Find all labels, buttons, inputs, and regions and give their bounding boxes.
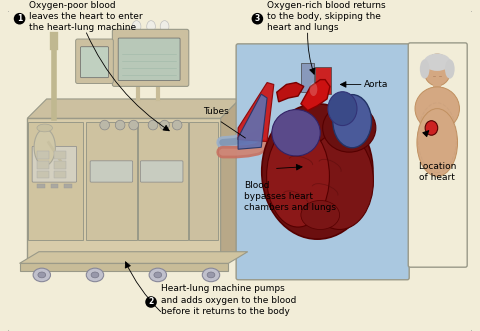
Ellipse shape: [424, 54, 451, 86]
Ellipse shape: [207, 272, 215, 278]
FancyBboxPatch shape: [112, 29, 189, 86]
Bar: [301, 63, 314, 92]
Ellipse shape: [38, 272, 46, 278]
Ellipse shape: [333, 95, 372, 148]
Ellipse shape: [445, 59, 455, 79]
Bar: [37, 184, 45, 188]
Text: Oxygen-poor blood
leaves the heart to enter
the heart-lung machine: Oxygen-poor blood leaves the heart to en…: [29, 1, 143, 32]
Ellipse shape: [160, 21, 169, 32]
Text: Heart-lung machine pumps
and adds oxygen to the blood
before it returns to the b: Heart-lung machine pumps and adds oxygen…: [161, 284, 296, 316]
FancyBboxPatch shape: [90, 161, 132, 182]
Text: Location
of heart: Location of heart: [418, 162, 456, 182]
Ellipse shape: [420, 59, 430, 79]
Text: Blood
bypasses heart
chambers and lungs: Blood bypasses heart chambers and lungs: [244, 181, 336, 213]
Ellipse shape: [301, 201, 339, 229]
Ellipse shape: [306, 133, 373, 229]
FancyBboxPatch shape: [236, 44, 409, 280]
Ellipse shape: [34, 129, 55, 166]
Ellipse shape: [37, 124, 52, 132]
Ellipse shape: [147, 21, 156, 32]
FancyBboxPatch shape: [76, 39, 113, 83]
Ellipse shape: [425, 121, 438, 135]
FancyBboxPatch shape: [81, 47, 108, 78]
Bar: [37, 170, 48, 178]
Ellipse shape: [149, 268, 167, 282]
Circle shape: [252, 13, 263, 24]
Bar: [315, 67, 331, 94]
Text: Tubes: Tubes: [203, 107, 228, 117]
Text: Aorta: Aorta: [364, 80, 388, 89]
Bar: [37, 151, 48, 159]
Bar: [50, 184, 58, 188]
FancyBboxPatch shape: [86, 122, 136, 240]
Ellipse shape: [424, 54, 451, 71]
Ellipse shape: [262, 104, 373, 239]
Text: 1: 1: [17, 14, 22, 23]
Polygon shape: [301, 80, 330, 111]
Text: Oxygen-rich blood returns
to the body, skipping the
heart and lungs: Oxygen-rich blood returns to the body, s…: [267, 1, 386, 32]
Circle shape: [14, 13, 25, 24]
Ellipse shape: [86, 268, 104, 282]
Text: 2: 2: [148, 298, 154, 307]
Bar: [64, 184, 72, 188]
Polygon shape: [27, 118, 221, 265]
Bar: [54, 161, 66, 168]
Bar: [37, 161, 48, 168]
FancyBboxPatch shape: [141, 161, 183, 182]
Ellipse shape: [154, 272, 162, 278]
FancyBboxPatch shape: [28, 122, 84, 240]
Circle shape: [115, 120, 125, 130]
Bar: [433, 74, 441, 87]
Circle shape: [145, 296, 157, 308]
FancyBboxPatch shape: [7, 10, 473, 331]
Text: 3: 3: [255, 14, 260, 23]
Circle shape: [172, 120, 182, 130]
Polygon shape: [238, 82, 274, 141]
Polygon shape: [238, 94, 267, 149]
Circle shape: [148, 120, 158, 130]
Ellipse shape: [202, 268, 220, 282]
Circle shape: [160, 120, 169, 130]
Ellipse shape: [266, 125, 329, 227]
Circle shape: [129, 120, 139, 130]
Polygon shape: [20, 263, 228, 271]
Circle shape: [100, 120, 109, 130]
Ellipse shape: [272, 110, 320, 156]
FancyBboxPatch shape: [118, 38, 180, 80]
Bar: [54, 170, 66, 178]
FancyBboxPatch shape: [408, 43, 467, 267]
Bar: [54, 151, 66, 159]
Polygon shape: [277, 82, 304, 102]
Polygon shape: [27, 99, 240, 118]
Polygon shape: [20, 252, 248, 263]
Ellipse shape: [132, 21, 141, 32]
Polygon shape: [221, 99, 240, 265]
Ellipse shape: [310, 82, 317, 96]
Ellipse shape: [91, 272, 99, 278]
Ellipse shape: [323, 104, 376, 152]
FancyBboxPatch shape: [32, 146, 77, 182]
Ellipse shape: [417, 109, 457, 176]
Ellipse shape: [328, 92, 357, 125]
Ellipse shape: [415, 87, 459, 130]
FancyBboxPatch shape: [137, 122, 188, 240]
Ellipse shape: [33, 268, 50, 282]
FancyBboxPatch shape: [189, 122, 218, 240]
